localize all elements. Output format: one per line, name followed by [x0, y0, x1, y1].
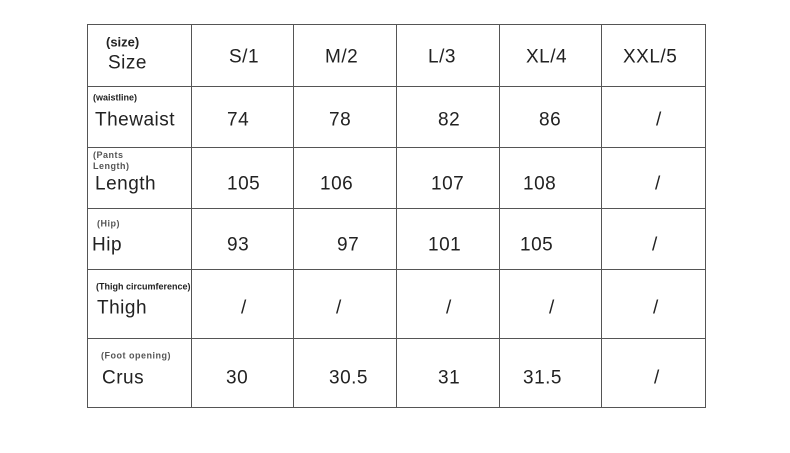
row-label: Thewaist — [95, 109, 176, 131]
row-sublabel: (Pants Length) — [93, 150, 130, 171]
row-label: Length — [95, 173, 157, 195]
column-divider — [191, 24, 192, 408]
table-cell: / — [656, 109, 662, 131]
table-cell: / — [549, 297, 555, 319]
row-divider — [87, 208, 706, 209]
table-cell: 93 — [227, 234, 250, 256]
row-divider — [87, 86, 706, 87]
column-divider — [601, 24, 602, 408]
row-divider — [87, 338, 706, 339]
table-cell: 74 — [227, 109, 250, 131]
table-cell: / — [652, 234, 658, 256]
row-sublabel: (waistline) — [93, 92, 138, 103]
table-cell: 30.5 — [329, 367, 368, 389]
table-cell: 105 — [520, 234, 554, 256]
table-cell: 107 — [431, 173, 465, 195]
table-cell: 31 — [438, 367, 461, 389]
size-column-header: S/1 — [229, 46, 260, 68]
table-cell: 31.5 — [523, 367, 562, 389]
table-cell: 78 — [329, 109, 352, 131]
size-column-header: M/2 — [325, 46, 359, 68]
table-cell: / — [654, 367, 660, 389]
row-label: Thigh — [97, 297, 148, 319]
table-cell: / — [655, 173, 661, 195]
row-sublabel: (Hip) — [97, 218, 120, 229]
table-cell: 97 — [337, 234, 360, 256]
column-divider — [396, 24, 397, 408]
row-sublabel: (Thigh circumference) — [96, 281, 191, 292]
table-cell: / — [653, 297, 659, 319]
table-cell: 106 — [320, 173, 354, 195]
table-cell: 108 — [523, 173, 557, 195]
size-sublabel: (size) — [106, 34, 140, 50]
table-cell: 82 — [438, 109, 461, 131]
table-cell: 30 — [226, 367, 249, 389]
row-divider — [87, 147, 706, 148]
row-label: Hip — [92, 234, 123, 256]
table-cell: 101 — [428, 234, 462, 256]
size-column-header: XXL/5 — [623, 46, 678, 68]
row-label: Crus — [102, 367, 145, 389]
column-divider — [293, 24, 294, 408]
table-cell: / — [241, 297, 247, 319]
table-cell: 105 — [227, 173, 261, 195]
size-label: Size — [108, 52, 147, 74]
column-divider — [499, 24, 500, 408]
size-column-header: XL/4 — [526, 46, 568, 68]
row-divider — [87, 269, 706, 270]
table-cell: / — [336, 297, 342, 319]
table-cell: 86 — [539, 109, 562, 131]
table-cell: / — [446, 297, 452, 319]
row-sublabel: (Foot opening) — [101, 350, 171, 361]
size-column-header: L/3 — [428, 46, 456, 68]
